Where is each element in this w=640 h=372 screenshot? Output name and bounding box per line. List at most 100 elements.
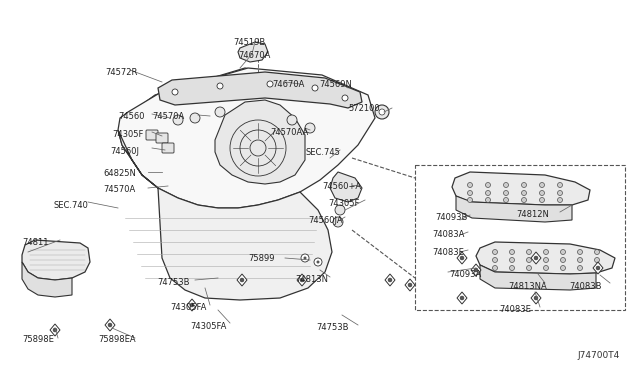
Text: 74305F: 74305F bbox=[112, 130, 143, 139]
Circle shape bbox=[474, 268, 478, 272]
Circle shape bbox=[595, 266, 600, 270]
Circle shape bbox=[314, 258, 322, 266]
Bar bbox=[415, 165, 625, 310]
Text: 74570A: 74570A bbox=[152, 112, 184, 121]
Circle shape bbox=[312, 85, 318, 91]
Circle shape bbox=[509, 250, 515, 254]
Text: 75898EA: 75898EA bbox=[98, 335, 136, 344]
Circle shape bbox=[543, 250, 548, 254]
Polygon shape bbox=[330, 172, 362, 202]
Polygon shape bbox=[531, 252, 541, 264]
Text: 572100: 572100 bbox=[348, 104, 380, 113]
Circle shape bbox=[240, 278, 244, 282]
Polygon shape bbox=[22, 240, 90, 280]
Circle shape bbox=[493, 266, 497, 270]
Circle shape bbox=[557, 198, 563, 202]
Circle shape bbox=[333, 217, 343, 227]
Circle shape bbox=[300, 278, 304, 282]
Polygon shape bbox=[405, 279, 415, 291]
FancyBboxPatch shape bbox=[146, 130, 158, 140]
Text: 64825N: 64825N bbox=[103, 169, 136, 178]
Circle shape bbox=[108, 323, 112, 327]
Circle shape bbox=[493, 250, 497, 254]
Circle shape bbox=[527, 257, 531, 263]
Circle shape bbox=[527, 250, 531, 254]
Circle shape bbox=[460, 296, 464, 300]
Text: 74670A: 74670A bbox=[238, 51, 270, 60]
Text: SEC.745: SEC.745 bbox=[305, 148, 340, 157]
Text: 75899: 75899 bbox=[248, 254, 275, 263]
Text: 74813N: 74813N bbox=[295, 275, 328, 284]
Text: 75898E: 75898E bbox=[22, 335, 54, 344]
Circle shape bbox=[342, 95, 348, 101]
Polygon shape bbox=[238, 42, 268, 62]
Polygon shape bbox=[385, 274, 395, 286]
Polygon shape bbox=[457, 252, 467, 264]
Circle shape bbox=[534, 296, 538, 300]
Text: 74570A: 74570A bbox=[103, 185, 135, 194]
Text: 74093A: 74093A bbox=[449, 270, 481, 279]
Text: 74560J: 74560J bbox=[110, 147, 139, 156]
Circle shape bbox=[267, 81, 273, 87]
Text: 74305FA: 74305FA bbox=[170, 303, 206, 312]
Circle shape bbox=[486, 190, 490, 196]
Polygon shape bbox=[531, 292, 541, 304]
Circle shape bbox=[287, 115, 297, 125]
Circle shape bbox=[561, 250, 566, 254]
Polygon shape bbox=[457, 292, 467, 304]
Text: J74700T4: J74700T4 bbox=[578, 351, 620, 360]
FancyBboxPatch shape bbox=[156, 133, 168, 143]
Text: 74560+A: 74560+A bbox=[322, 182, 361, 191]
Circle shape bbox=[522, 190, 527, 196]
Polygon shape bbox=[297, 274, 307, 286]
Text: 74083E: 74083E bbox=[499, 305, 531, 314]
Polygon shape bbox=[456, 196, 572, 222]
Polygon shape bbox=[215, 100, 305, 184]
Circle shape bbox=[540, 190, 545, 196]
Circle shape bbox=[527, 266, 531, 270]
Circle shape bbox=[543, 257, 548, 263]
Circle shape bbox=[504, 190, 509, 196]
Text: 74560: 74560 bbox=[118, 112, 145, 121]
Circle shape bbox=[577, 266, 582, 270]
Circle shape bbox=[172, 89, 178, 95]
Text: 74812N: 74812N bbox=[516, 210, 549, 219]
Circle shape bbox=[467, 190, 472, 196]
Polygon shape bbox=[118, 68, 375, 208]
Circle shape bbox=[388, 278, 392, 282]
Circle shape bbox=[595, 250, 600, 254]
Polygon shape bbox=[187, 299, 197, 311]
Text: 74813NA: 74813NA bbox=[508, 282, 547, 291]
Text: 74753B: 74753B bbox=[316, 323, 349, 332]
Text: 74569N: 74569N bbox=[319, 80, 352, 89]
Circle shape bbox=[540, 198, 545, 202]
Polygon shape bbox=[452, 172, 590, 205]
Text: 74560JA: 74560JA bbox=[308, 216, 342, 225]
Polygon shape bbox=[593, 262, 603, 274]
Text: 74570AA: 74570AA bbox=[270, 128, 308, 137]
Circle shape bbox=[486, 183, 490, 187]
Polygon shape bbox=[237, 274, 247, 286]
Circle shape bbox=[173, 115, 183, 125]
Circle shape bbox=[557, 190, 563, 196]
Polygon shape bbox=[476, 242, 615, 274]
Text: 74305F: 74305F bbox=[328, 199, 360, 208]
Circle shape bbox=[577, 257, 582, 263]
Circle shape bbox=[53, 328, 57, 332]
Circle shape bbox=[595, 257, 600, 263]
Text: 74083B: 74083B bbox=[569, 282, 602, 291]
Circle shape bbox=[561, 257, 566, 263]
Circle shape bbox=[305, 123, 315, 133]
Text: 74305FA: 74305FA bbox=[190, 322, 227, 331]
Polygon shape bbox=[118, 130, 332, 300]
Circle shape bbox=[561, 266, 566, 270]
Polygon shape bbox=[105, 319, 115, 331]
Circle shape bbox=[301, 254, 309, 262]
FancyBboxPatch shape bbox=[162, 143, 174, 153]
Circle shape bbox=[509, 257, 515, 263]
Circle shape bbox=[534, 256, 538, 260]
Circle shape bbox=[522, 198, 527, 202]
Text: 74083E: 74083E bbox=[432, 248, 464, 257]
Circle shape bbox=[190, 113, 200, 123]
Circle shape bbox=[504, 183, 509, 187]
